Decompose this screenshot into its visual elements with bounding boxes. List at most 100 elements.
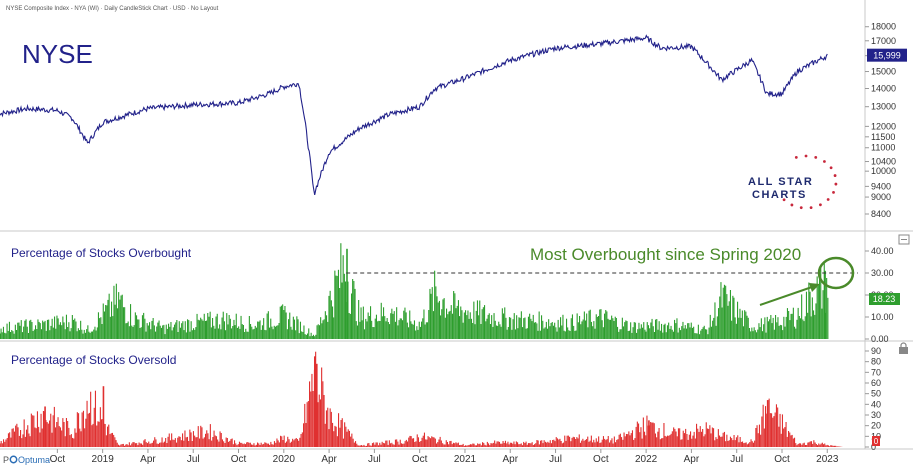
bar [356, 443, 358, 447]
bar [1, 443, 3, 447]
bar [508, 317, 511, 339]
bar [750, 439, 752, 447]
bar [106, 305, 108, 339]
bar [650, 322, 652, 339]
bar [540, 440, 542, 447]
bar [703, 325, 705, 339]
bar [240, 315, 242, 339]
bar [150, 443, 152, 447]
bar [713, 428, 715, 447]
bar [259, 445, 261, 447]
bar [418, 321, 420, 339]
bar [415, 441, 417, 447]
bar [260, 329, 262, 339]
bar [153, 325, 155, 339]
bar [462, 322, 464, 339]
bar [180, 440, 182, 447]
bar [570, 441, 572, 447]
bar [739, 437, 741, 447]
bar [625, 320, 627, 339]
bar [532, 445, 534, 447]
bar [751, 441, 753, 447]
bar [592, 442, 594, 447]
bar [552, 325, 555, 339]
bar [124, 445, 126, 447]
bar [285, 312, 287, 339]
bar [534, 444, 536, 447]
bar [786, 308, 789, 339]
bar [600, 309, 602, 339]
bar [361, 320, 363, 339]
bar [164, 334, 166, 339]
bar [385, 440, 387, 447]
bar [624, 322, 626, 339]
bar [204, 321, 207, 339]
bar [512, 319, 514, 339]
bar [77, 328, 79, 339]
bar [504, 307, 506, 339]
bar [456, 443, 458, 447]
bar [517, 442, 519, 447]
bar [335, 426, 337, 447]
bar [258, 321, 260, 339]
bar [228, 315, 230, 339]
bar [816, 276, 818, 339]
bar [202, 320, 204, 339]
bar [642, 417, 644, 447]
bar [367, 443, 369, 447]
bar [523, 318, 525, 339]
bar [415, 330, 417, 339]
bar [589, 440, 591, 447]
bar [254, 325, 256, 339]
bar [484, 305, 486, 339]
bar [562, 314, 564, 339]
bar [428, 310, 430, 339]
bar [450, 440, 452, 447]
bar [616, 439, 618, 447]
bar [80, 431, 82, 447]
bar [278, 442, 280, 447]
bar [311, 336, 313, 339]
bar [255, 444, 257, 447]
bar [526, 328, 528, 339]
bar [743, 443, 745, 447]
time-axis: Oct 2019 Apr Jul Oct 2020 Apr Jul Oct 2021 Apr Jul O… [50, 449, 839, 465]
bar [386, 318, 388, 339]
bar [669, 435, 671, 447]
collapse-icon[interactable] [898, 234, 910, 245]
bar [796, 319, 798, 339]
bar [657, 329, 659, 339]
bar [108, 293, 110, 339]
bar [554, 322, 556, 339]
bar [651, 318, 653, 339]
bar [637, 329, 639, 339]
bar [58, 426, 60, 447]
bar [665, 332, 667, 339]
bar [321, 323, 323, 339]
bar [148, 441, 150, 447]
bar [355, 321, 357, 339]
bar [54, 316, 56, 339]
bar [432, 437, 434, 447]
bar [341, 418, 343, 447]
bar [465, 445, 467, 447]
bar [691, 438, 693, 447]
bar [109, 316, 111, 339]
bar [306, 402, 308, 447]
bar [402, 443, 404, 447]
bar [76, 331, 78, 339]
bar [740, 317, 742, 339]
lock-icon[interactable] [899, 342, 908, 354]
bar [445, 440, 447, 447]
bar [143, 312, 145, 339]
bar [783, 428, 785, 447]
bar [664, 435, 666, 447]
bar [247, 442, 249, 447]
bar [64, 436, 66, 447]
bar [225, 330, 227, 339]
bar [341, 282, 343, 339]
bar [436, 296, 438, 339]
bar [835, 445, 837, 447]
bar [639, 432, 641, 447]
bar [351, 433, 353, 447]
